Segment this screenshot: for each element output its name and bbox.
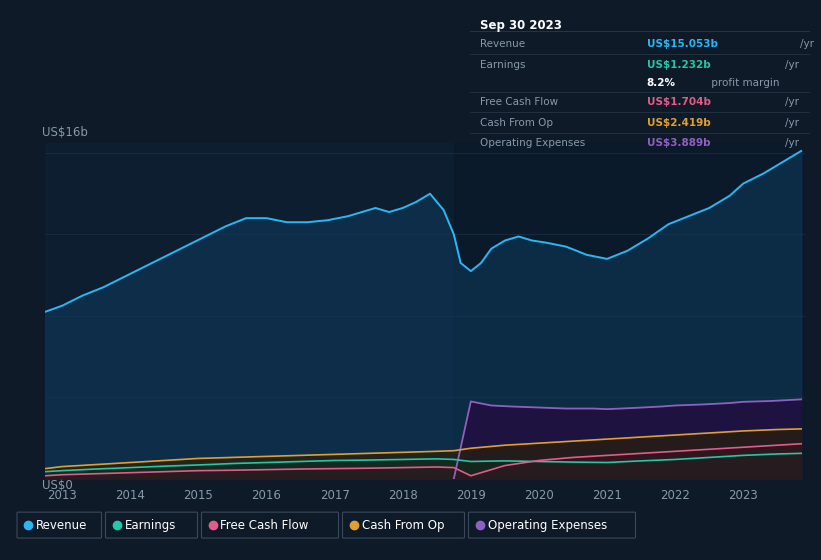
Text: /yr: /yr [800,39,814,49]
Text: /yr: /yr [785,138,799,148]
Bar [454,143,805,479]
Text: 8.2%: 8.2% [647,78,676,87]
Text: US$1.232b: US$1.232b [647,60,710,70]
Text: /yr: /yr [785,97,799,107]
Text: profit margin: profit margin [708,78,780,87]
Text: Earnings: Earnings [125,519,176,531]
Text: US$3.889b: US$3.889b [647,138,710,148]
Text: Cash From Op: Cash From Op [479,118,553,128]
Text: Cash From Op: Cash From Op [361,519,444,531]
Text: Operating Expenses: Operating Expenses [488,519,607,531]
Text: Revenue: Revenue [479,39,525,49]
Text: Revenue: Revenue [36,519,87,531]
Text: US$1.704b: US$1.704b [647,97,711,107]
Text: Free Cash Flow: Free Cash Flow [479,97,558,107]
Text: Sep 30 2023: Sep 30 2023 [479,19,562,32]
Text: Operating Expenses: Operating Expenses [479,138,585,148]
Text: Free Cash Flow: Free Cash Flow [221,519,309,531]
Text: US$15.053b: US$15.053b [647,39,718,49]
Text: US$0: US$0 [42,479,73,492]
Text: Earnings: Earnings [479,60,525,70]
Text: US$2.419b: US$2.419b [647,118,710,128]
Text: US$16b: US$16b [42,127,88,139]
Text: /yr: /yr [785,60,799,70]
Text: /yr: /yr [785,118,799,128]
